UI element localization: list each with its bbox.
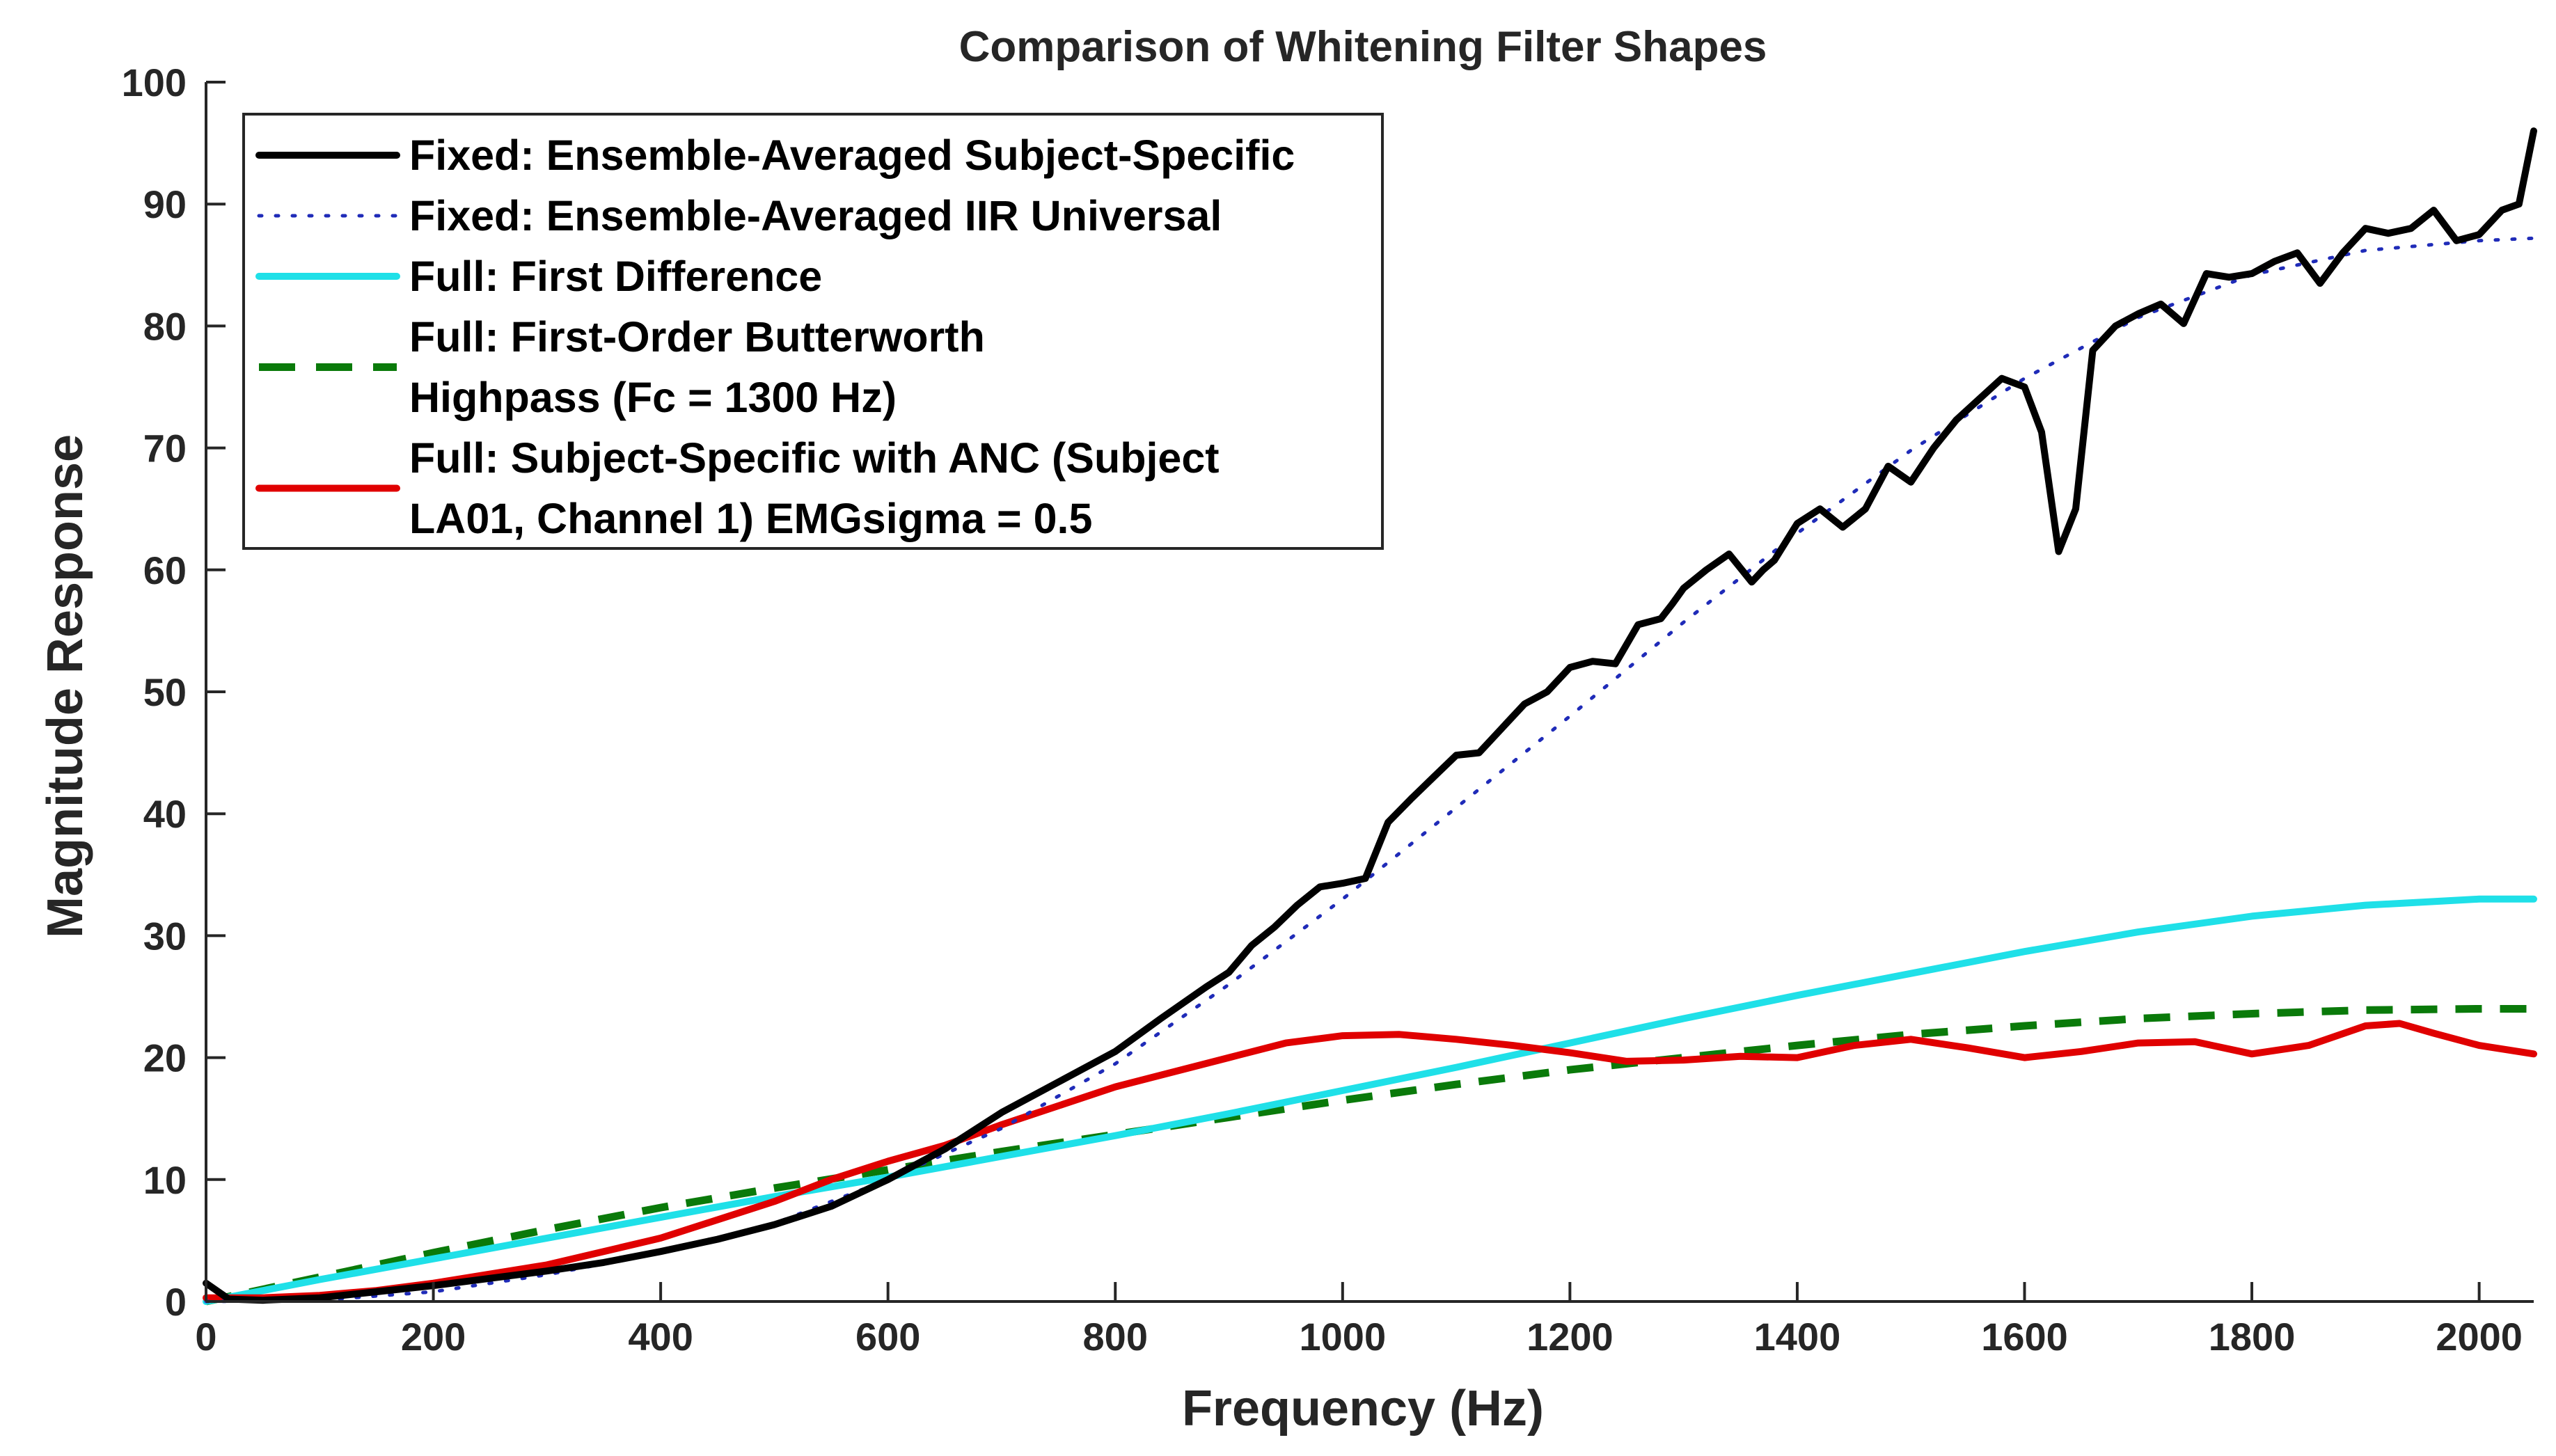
x-tick-label: 1800 [2209,1315,2296,1359]
y-tick-label: 10 [143,1158,187,1202]
x-axis-label: Frequency (Hz) [1182,1381,1544,1437]
series-line-5 [203,1020,2537,1301]
y-tick-label: 30 [143,914,187,958]
x-tick-label: 1400 [1754,1315,1841,1359]
legend-label-5: LA01, Channel 1) EMGsigma = 0.5 [409,495,1092,542]
series-line-1 [203,127,2537,1304]
legend-label-2: Fixed: Ensemble-Averaged IIR Universal [409,192,1222,239]
legend-box [242,113,1384,550]
legend-label-4: Full: First-Order Butterworth [409,313,985,361]
y-tick-label: 50 [143,670,187,714]
series-layer [203,127,2537,1306]
y-axis-label: Magnitude Response [38,434,93,938]
series-line-4 [205,1005,2534,1306]
x-tick-label: 2000 [2436,1315,2523,1359]
legend-label-1: Fixed: Ensemble-Averaged Subject-Specifi… [409,132,1295,179]
legend-label-5: Full: Subject-Specific with ANC (Subject [409,434,1220,482]
y-tick-label: 100 [122,61,187,104]
y-tick-label: 40 [143,792,187,836]
x-tick-label: 200 [401,1315,466,1359]
legend-label-4: Highpass (Fc = 1300 Hz) [409,374,897,421]
series-line-3 [203,895,2537,1305]
y-tick-label: 70 [143,427,187,470]
x-tick-label: 0 [195,1315,216,1359]
y-tick-label: 90 [143,182,187,226]
x-tick-label: 800 [1083,1315,1148,1359]
legend: Fixed: Ensemble-Averaged Subject-Specifi… [242,113,1384,550]
y-tick-label: 20 [143,1036,187,1080]
x-tick-label: 400 [628,1315,693,1359]
x-tick-label: 600 [855,1315,920,1359]
y-tick-label: 60 [143,548,187,592]
x-tick-label: 1200 [1526,1315,1614,1359]
axes-layer: 0 200 400 600 800 1000 1200 1400 1600 1800 2000 0 10… [122,61,2534,1359]
y-tick-label: 80 [143,304,187,348]
x-tick-label: 1600 [1981,1315,2068,1359]
chart-title: Comparison of Whitening Filter Shapes [959,23,1767,71]
legend-label-3: Full: First Difference [409,253,822,300]
x-tick-label: 1000 [1300,1315,1387,1359]
y-tick-label: 0 [165,1280,187,1324]
